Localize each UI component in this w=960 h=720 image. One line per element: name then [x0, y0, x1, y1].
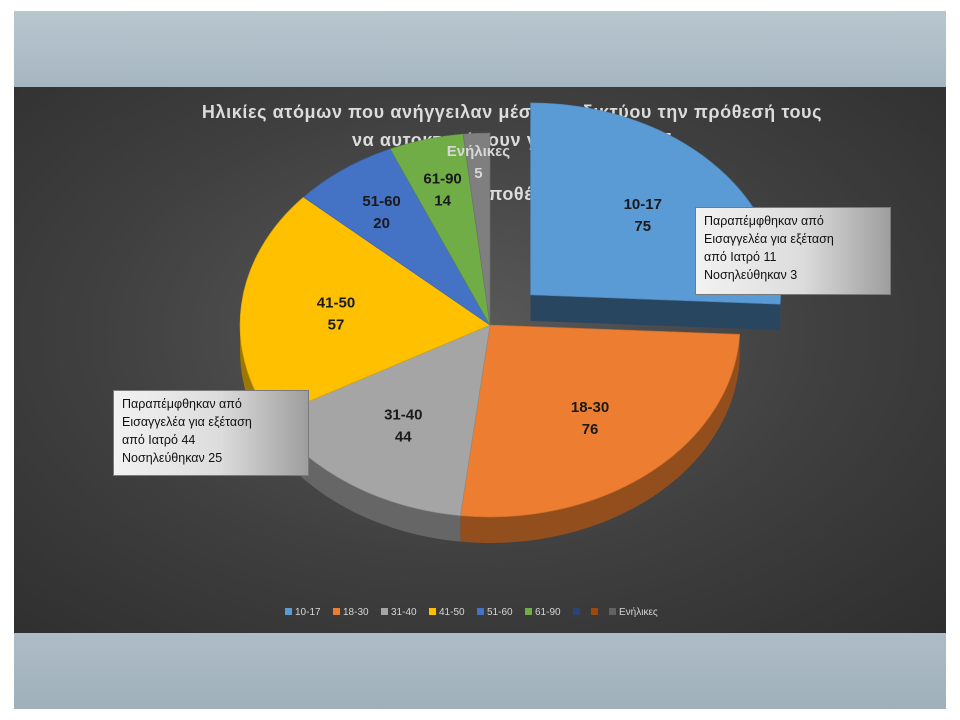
legend-swatch	[591, 608, 598, 615]
annotation-line: Εισαγγελέα για εξέταση	[122, 415, 252, 429]
slice-label: 31-40	[384, 407, 422, 424]
chart-title-line1: Ηλικίες ατόμων που ανήγγειλαν μέσω διαδι…	[202, 102, 822, 122]
slice-value: 44	[395, 429, 412, 446]
pie-cut-face	[530, 294, 781, 331]
legend-swatch	[285, 608, 292, 615]
slice-label: 10-17	[624, 196, 662, 213]
legend-label: 51-60	[487, 607, 513, 618]
pie-side-31-40	[270, 417, 461, 542]
annotation-line: Παραπέμφθηκαν από	[704, 214, 824, 228]
slice-value: 5	[474, 165, 482, 182]
pie-slice-51-60	[303, 148, 491, 326]
legend-swatch	[573, 608, 580, 615]
slice-label: 41-50	[317, 295, 355, 312]
annotation-box-10-17: Παραπέμφθηκαν από Εισαγγελέα για εξέταση…	[695, 207, 891, 295]
annotation-line: από Ιατρό 44	[122, 433, 196, 447]
slice-value: 14	[434, 193, 451, 210]
legend-label: 18-30	[343, 607, 369, 618]
legend-label: 61-90	[535, 607, 561, 618]
slice-value: 76	[582, 421, 599, 438]
annotation-line: Παραπέμφθηκαν από	[122, 397, 242, 411]
legend-swatch	[333, 608, 340, 615]
legend-label: 41-50	[439, 607, 465, 618]
legend-swatch	[609, 608, 616, 615]
slice-value: 20	[373, 215, 390, 232]
slice-value: 75	[634, 218, 651, 235]
legend-label: Ενήλικες	[619, 606, 658, 618]
pie-slice-Ενήλικες	[462, 132, 491, 326]
legend-label: 10-17	[295, 607, 321, 618]
slice-label: Ενήλικες	[447, 143, 511, 160]
annotation-line: Νοσηλεύθηκαν 25	[122, 451, 223, 465]
slice-label: 51-60	[362, 193, 400, 210]
legend-swatch	[525, 608, 532, 615]
slice-label: 61-90	[423, 171, 461, 188]
annotation-box-31-40: Παραπέμφθηκαν από Εισαγγελέα για εξέταση…	[113, 390, 309, 476]
slice-value: 57	[328, 317, 345, 334]
legend-swatch	[381, 608, 388, 615]
pie-slice-18-30	[460, 324, 741, 518]
slide-top-band	[14, 11, 946, 87]
legend-label: 31-40	[391, 607, 417, 618]
slice-label: 18-30	[571, 399, 609, 416]
annotation-line: από Ιατρό 11	[704, 250, 777, 264]
slide-bottom-band	[14, 633, 946, 709]
legend-swatch	[429, 608, 436, 615]
pie-side-18-30	[460, 334, 740, 543]
annotation-line: Εισαγγελέα για εξέταση	[704, 232, 834, 246]
annotation-line: Νοσηλεύθηκαν 3	[704, 268, 798, 282]
legend-swatch	[477, 608, 484, 615]
